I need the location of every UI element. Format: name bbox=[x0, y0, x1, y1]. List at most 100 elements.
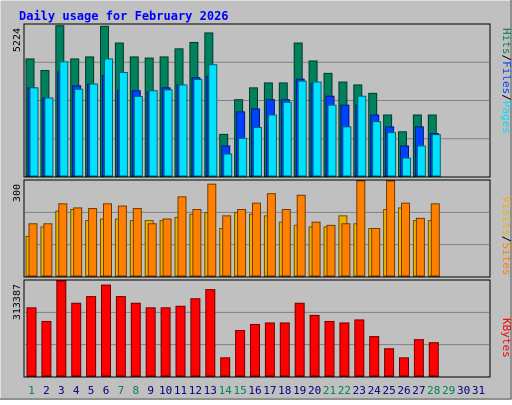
legend-hits: Hits bbox=[500, 28, 512, 55]
x-tick-label-day-26: 26 bbox=[397, 384, 410, 397]
bar-kbytes-day-23 bbox=[354, 319, 365, 377]
bar-kbytes-day-2 bbox=[41, 320, 52, 377]
x-tick-label-day-15: 15 bbox=[233, 384, 246, 397]
x-tick-label-day-2: 2 bbox=[43, 384, 50, 397]
bar-kbytes-day-8 bbox=[130, 302, 141, 377]
legend-sites: Sites bbox=[500, 242, 512, 275]
x-tick-label-day-7: 7 bbox=[118, 384, 125, 397]
bar-kbytes-day-28 bbox=[428, 342, 439, 377]
bar-pages-day-22 bbox=[342, 126, 352, 177]
x-axis-day-labels: 1 2 3 4 5 6 7 8 9 10 11 12 13 14 15 16 17 18 19 20 21 22 23 24 2… bbox=[28, 384, 485, 397]
bar-kbytes-day-20 bbox=[309, 314, 320, 377]
bar-pages-day-3 bbox=[59, 61, 69, 177]
legend-kbytes: KBytes bbox=[500, 318, 512, 358]
bar-sites-day-9 bbox=[147, 223, 157, 277]
bar-kbytes-day-6 bbox=[101, 284, 111, 377]
bar-kbytes-day-17 bbox=[264, 322, 275, 377]
bar-kbytes-day-21 bbox=[324, 320, 335, 377]
bar-kbytes-day-7 bbox=[115, 296, 126, 377]
x-tick-label-day-11: 11 bbox=[174, 384, 187, 397]
x-tick-label-day-5: 5 bbox=[88, 384, 95, 397]
bar-kbytes-day-10 bbox=[160, 307, 171, 377]
bar-sites-day-25 bbox=[386, 180, 396, 277]
x-tick-label-day-14: 14 bbox=[219, 384, 233, 397]
bar-pages-day-8 bbox=[133, 96, 143, 177]
bar-pages-day-28 bbox=[431, 134, 441, 177]
x-tick-label-day-27: 27 bbox=[412, 384, 425, 397]
x-tick-label-day-22: 22 bbox=[338, 384, 351, 397]
bar-pages-day-18 bbox=[282, 101, 292, 177]
bar-pages-day-13 bbox=[208, 64, 218, 177]
bar-kbytes-day-16 bbox=[250, 323, 260, 377]
legend-separator-1: / bbox=[500, 55, 512, 62]
ymax-label-bottom: 313387 bbox=[12, 284, 23, 320]
bar-sites-day-13 bbox=[207, 183, 217, 277]
bar-kbytes-day-25 bbox=[384, 348, 395, 377]
bar-pages-day-12 bbox=[193, 78, 203, 177]
bar-sites-day-16 bbox=[252, 202, 261, 277]
x-tick-label-day-30: 30 bbox=[457, 384, 470, 397]
bar-sites-day-7 bbox=[117, 205, 127, 277]
x-tick-label-day-1: 1 bbox=[28, 384, 35, 397]
bar-pages-day-17 bbox=[267, 114, 277, 177]
bar-kbytes-day-26 bbox=[399, 357, 409, 377]
legend-pages: Pages bbox=[500, 101, 512, 134]
bar-sites-day-18 bbox=[281, 209, 291, 277]
bar-kbytes-day-24 bbox=[369, 336, 380, 377]
x-tick-label-day-16: 16 bbox=[248, 384, 261, 397]
bar-sites-day-5 bbox=[88, 208, 98, 277]
x-tick-label-day-6: 6 bbox=[103, 384, 110, 397]
bar-pages-day-6 bbox=[104, 58, 113, 177]
x-tick-label-day-21: 21 bbox=[323, 384, 336, 397]
legend-bottom: KBytes bbox=[500, 318, 512, 358]
bar-sites-day-26 bbox=[401, 202, 410, 277]
bar-sites-day-20 bbox=[311, 221, 321, 277]
bar-sites-day-17 bbox=[266, 193, 276, 277]
x-tick-label-day-29: 29 bbox=[442, 384, 455, 397]
x-tick-label-day-25: 25 bbox=[382, 384, 395, 397]
bar-kbytes-day-12 bbox=[190, 298, 201, 377]
bar-sites-day-3 bbox=[58, 203, 68, 277]
bar-kbytes-day-1 bbox=[26, 307, 37, 377]
bars bbox=[25, 25, 441, 377]
legend-separator-3: / bbox=[500, 236, 512, 243]
bar-pages-day-16 bbox=[253, 126, 262, 177]
bar-sites-day-27 bbox=[415, 217, 425, 277]
bar-sites-day-2 bbox=[43, 223, 53, 277]
x-tick-label-day-13: 13 bbox=[204, 384, 217, 397]
bar-pages-day-26 bbox=[402, 157, 411, 177]
legend-visits: Visits bbox=[500, 196, 512, 236]
bar-sites-day-8 bbox=[132, 208, 142, 277]
bar-kbytes-day-19 bbox=[294, 302, 305, 377]
bar-sites-day-19 bbox=[296, 194, 306, 277]
bar-pages-day-21 bbox=[327, 104, 337, 177]
x-tick-label-day-17: 17 bbox=[263, 384, 276, 397]
bar-pages-day-10 bbox=[163, 89, 173, 177]
legend-separator-2: / bbox=[500, 94, 512, 101]
bar-sites-day-4 bbox=[73, 207, 83, 277]
legend-top: Hits/Files/Pages bbox=[500, 28, 512, 134]
bar-pages-day-14 bbox=[223, 153, 233, 177]
bar-sites-day-15 bbox=[237, 209, 247, 277]
x-tick-label-day-12: 12 bbox=[189, 384, 202, 397]
bar-sites-day-10 bbox=[162, 218, 172, 277]
bar-kbytes-day-13 bbox=[205, 289, 216, 377]
x-tick-label-day-31: 31 bbox=[472, 384, 485, 397]
bar-kbytes-day-5 bbox=[86, 296, 97, 377]
bar-kbytes-day-18 bbox=[279, 322, 290, 377]
bar-kbytes-day-27 bbox=[413, 339, 424, 377]
bar-sites-day-24 bbox=[371, 228, 381, 277]
ymax-label-middle: 300 bbox=[12, 184, 23, 202]
bar-sites-day-6 bbox=[103, 203, 112, 277]
bar-kbytes-day-15 bbox=[235, 330, 246, 377]
x-tick-label-day-19: 19 bbox=[293, 384, 306, 397]
bar-sites-day-23 bbox=[356, 180, 366, 277]
bar-pages-day-25 bbox=[387, 132, 397, 177]
bar-pages-day-19 bbox=[297, 80, 307, 177]
x-tick-label-day-10: 10 bbox=[159, 384, 172, 397]
bar-sites-day-12 bbox=[192, 209, 202, 277]
x-tick-label-day-28: 28 bbox=[427, 384, 440, 397]
chart-title: Daily usage for February 2026 bbox=[19, 9, 229, 23]
bar-sites-day-1 bbox=[28, 223, 38, 277]
